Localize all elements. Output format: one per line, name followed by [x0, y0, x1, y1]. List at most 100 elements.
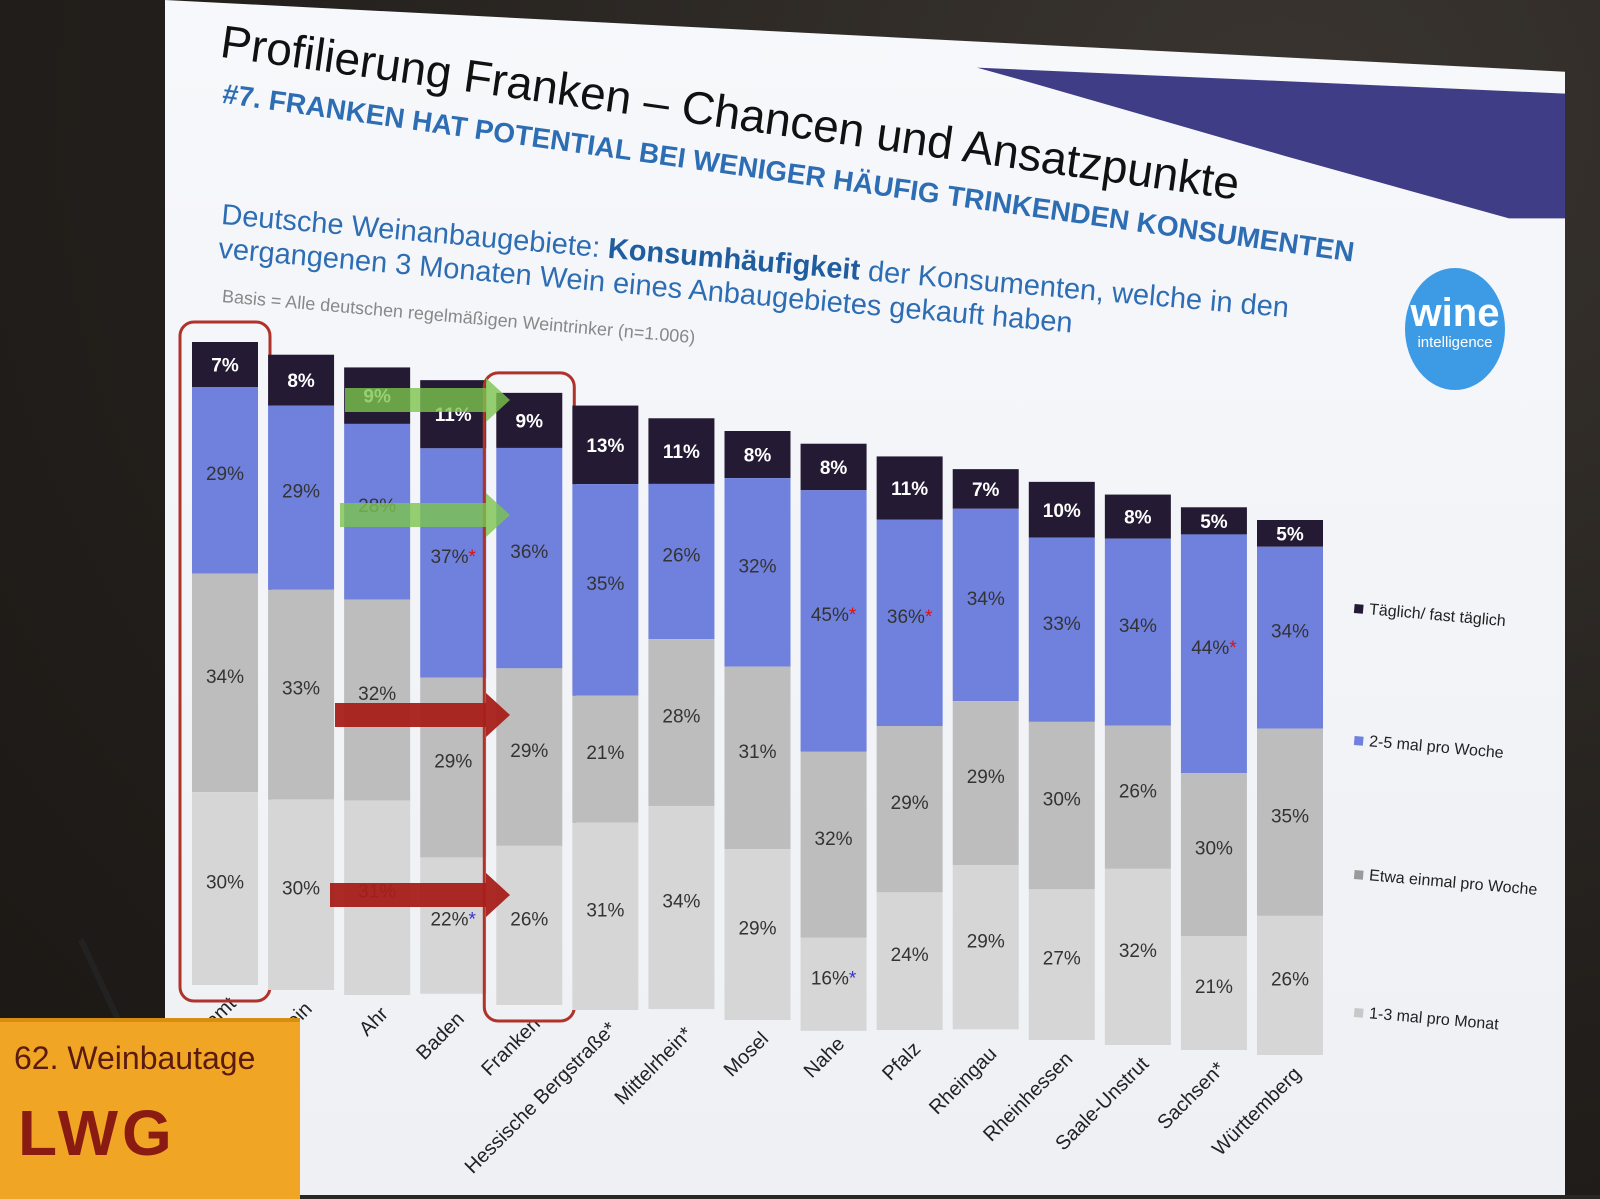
bar-segment	[724, 849, 791, 1020]
data-label: 30%	[1043, 790, 1081, 811]
data-label: 9%	[516, 411, 544, 432]
data-label: 13%	[586, 436, 624, 457]
data-label: 22%*	[430, 910, 476, 931]
bar-segment	[1257, 728, 1323, 916]
bar-segment	[800, 443, 867, 491]
data-label: 31%	[586, 900, 624, 921]
bar-segment	[268, 354, 335, 406]
bar-segment	[572, 695, 639, 823]
bar-segment	[876, 892, 943, 1030]
data-label: 36%	[510, 542, 548, 563]
bar-segment	[1104, 725, 1171, 869]
bar-segment	[192, 573, 258, 793]
data-label: 29%	[206, 464, 244, 485]
data-label: 34%	[1119, 616, 1157, 637]
bar-segment	[1257, 546, 1323, 729]
bar-segment	[1180, 507, 1247, 535]
bar-segment	[572, 484, 639, 696]
trend-arrow	[345, 378, 510, 422]
data-label: 29%	[282, 482, 320, 503]
data-label: 30%	[282, 879, 320, 900]
wine-intelligence-logo: wine intelligence	[1405, 268, 1505, 390]
data-label: 33%	[282, 679, 320, 700]
bar-segment	[192, 342, 258, 388]
data-label: 45%*	[811, 605, 857, 626]
category-label: Sachsen*	[1153, 1058, 1229, 1134]
bar-segment	[192, 792, 258, 985]
data-label: 26%	[510, 909, 548, 930]
data-label: 10%	[1043, 501, 1081, 522]
data-label: 35%	[1271, 806, 1309, 827]
bar-segment	[876, 456, 943, 520]
podium-event-text: 62. Weinbautage	[14, 1040, 256, 1076]
bar-segment	[268, 589, 335, 800]
bar-segment	[648, 806, 715, 1010]
data-label: 30%	[206, 873, 244, 894]
bar-segment	[496, 668, 563, 846]
data-label: 32%	[1119, 941, 1157, 962]
bar-segment	[724, 431, 791, 479]
logo-sub: intelligence	[1417, 334, 1493, 351]
data-label: 7%	[972, 480, 1000, 501]
category-label: Mittelrhein*	[611, 1023, 697, 1109]
data-label: 21%	[1195, 977, 1233, 998]
data-label: 32%	[738, 556, 776, 577]
bar-segment	[952, 469, 1019, 509]
data-label: 32%	[358, 684, 396, 705]
bar-segment	[1104, 538, 1171, 726]
bar-segment	[1257, 915, 1323, 1055]
data-label: 24%	[891, 945, 929, 966]
bar-segment	[496, 845, 563, 1005]
bar-segment	[876, 519, 943, 727]
data-label: 29%	[738, 919, 776, 940]
bar-segment	[648, 418, 715, 484]
bar-segment	[1257, 520, 1323, 547]
bar-segment	[648, 483, 715, 640]
bar-segment	[800, 751, 867, 938]
significance-mark: *	[925, 607, 933, 628]
bar-segment	[1104, 868, 1171, 1045]
data-label: 11%	[663, 442, 700, 463]
bar-segment	[724, 478, 791, 667]
bar-segment	[800, 490, 867, 752]
bar-segment	[268, 405, 335, 590]
data-label: 33%	[1043, 614, 1081, 635]
significance-mark: *	[469, 547, 477, 568]
data-label: 31%	[738, 742, 776, 763]
data-label: 28%	[662, 707, 700, 728]
bar-segment	[1180, 936, 1247, 1050]
bar-segment	[1028, 481, 1095, 538]
significance-mark: *	[849, 968, 857, 989]
bar-segment	[724, 666, 791, 850]
data-label: 8%	[287, 371, 315, 392]
logo-word: wine	[1410, 291, 1500, 335]
data-label: 44%*	[1191, 638, 1237, 659]
data-label: 30%	[1195, 839, 1233, 860]
data-label: 21%	[586, 743, 624, 764]
bar-segment	[572, 405, 639, 485]
bar-segment	[952, 508, 1019, 702]
data-label: 34%	[662, 892, 700, 913]
data-label: 29%	[891, 793, 929, 814]
significance-mark: *	[469, 910, 477, 931]
data-label: 8%	[744, 446, 772, 467]
data-label: 34%	[206, 667, 244, 688]
podium-logo: LWG	[18, 1097, 176, 1169]
bar-segment	[648, 639, 715, 807]
data-label: 16%*	[811, 968, 857, 989]
bar-segment	[572, 822, 639, 1010]
significance-mark: *	[1229, 638, 1237, 659]
data-label: 5%	[1276, 524, 1304, 545]
category-label: Rheingau	[925, 1043, 1001, 1119]
bar-segment	[952, 701, 1019, 866]
category-label: Nahe	[800, 1033, 849, 1082]
trend-arrow	[340, 493, 510, 537]
slide-content: Profilierung Franken – Chancen und Ansat…	[165, 0, 1565, 1195]
trend-arrow	[335, 693, 510, 737]
data-label: 11%	[891, 479, 928, 500]
category-label: Ahr	[355, 1003, 393, 1041]
significance-mark: *	[849, 605, 857, 626]
data-label: 29%	[967, 931, 1005, 952]
category-label: Baden	[412, 1008, 468, 1064]
